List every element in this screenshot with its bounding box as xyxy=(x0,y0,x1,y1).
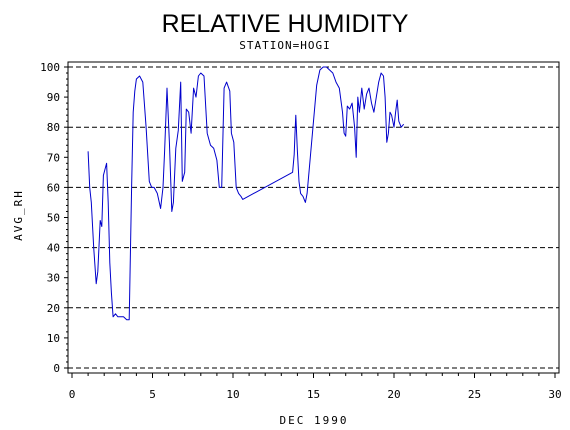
y-tick-label: 90 xyxy=(47,91,60,104)
x-tick-label: 30 xyxy=(548,388,561,401)
reference-lines xyxy=(68,66,559,369)
y-tick-label: 0 xyxy=(53,362,60,375)
y-axis: 0 10 20 30 40 50 60 70 80 90 100 xyxy=(40,61,68,375)
y-tick-label: 60 xyxy=(47,181,60,194)
y-tick-label: 50 xyxy=(47,212,60,225)
y-tick-label: 40 xyxy=(47,242,60,255)
x-axis-label: DEC 1990 xyxy=(280,414,349,427)
y-tick-label: 80 xyxy=(47,121,60,134)
chart-subtitle: STATION=HOGI xyxy=(239,39,330,52)
series-group xyxy=(87,66,405,321)
x-tick-label: 15 xyxy=(307,388,320,401)
x-tick-label: 10 xyxy=(226,388,239,401)
x-tick-label: 20 xyxy=(387,388,400,401)
y-tick-label: 10 xyxy=(47,332,60,345)
x-tick-label: 0 xyxy=(69,388,76,401)
avg-rh-series-line xyxy=(87,66,405,321)
y-tick-label: 30 xyxy=(47,272,60,285)
y-axis-label: AVG_RH xyxy=(12,189,25,241)
y-tick-label: 100 xyxy=(40,61,60,74)
y-tick-label: 70 xyxy=(47,151,60,164)
x-tick-label: 25 xyxy=(468,388,481,401)
chart-title: RELATIVE HUMIDITY xyxy=(162,10,409,38)
x-tick-label: 5 xyxy=(149,388,156,401)
y-tick-label: 20 xyxy=(47,302,60,315)
x-axis: 0 5 10 15 20 25 30 xyxy=(69,373,562,401)
plot-frame xyxy=(67,61,560,374)
